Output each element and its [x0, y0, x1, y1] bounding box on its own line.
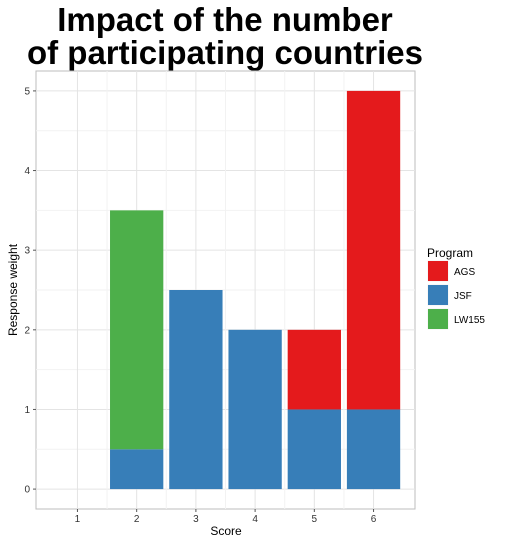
bar-jsf-score-6 — [346, 409, 401, 490]
bar-jsf-score-5 — [287, 409, 341, 490]
bars — [110, 90, 401, 490]
x-tick-label: 1 — [75, 514, 81, 525]
x-axis-ticks: 1 2 3 4 5 6 — [75, 509, 377, 525]
bar-ags-score-5 — [287, 329, 341, 410]
legend-swatch-jsf — [428, 285, 448, 305]
y-tick-label: 2 — [24, 325, 30, 336]
bar-lw155-score-2 — [110, 210, 164, 450]
legend-label-ags: AGS — [454, 267, 475, 278]
y-axis-ticks: 0 1 2 3 4 5 — [24, 86, 36, 496]
legend: Program AGS JSF LW155 — [426, 246, 485, 331]
x-tick-label: 6 — [371, 514, 377, 525]
y-axis-title: Response weight — [6, 243, 20, 336]
chart-title-line-2: of participating countries — [27, 34, 423, 71]
legend-swatch-ags — [428, 261, 448, 281]
x-tick-label: 5 — [312, 514, 318, 525]
x-tick-label: 3 — [193, 514, 199, 525]
y-tick-label: 3 — [24, 246, 30, 257]
y-tick-label: 0 — [24, 485, 30, 496]
y-tick-label: 5 — [24, 86, 30, 97]
x-tick-label: 2 — [134, 514, 140, 525]
y-tick-label: 1 — [24, 405, 30, 416]
bar-jsf-score-3 — [169, 290, 223, 490]
legend-title: Program — [427, 246, 473, 260]
x-tick-label: 4 — [252, 514, 258, 525]
legend-label-lw155: LW155 — [454, 315, 485, 326]
legend-swatch-lw155 — [428, 309, 448, 329]
bar-ags-score-6 — [346, 90, 401, 410]
y-tick-label: 4 — [24, 166, 30, 177]
x-axis-title: Score — [210, 524, 242, 538]
chart-title-line-1: Impact of the number — [57, 1, 393, 38]
bar-jsf-score-4 — [228, 329, 282, 490]
legend-label-jsf: JSF — [454, 291, 472, 302]
bar-jsf-score-2 — [110, 449, 164, 490]
